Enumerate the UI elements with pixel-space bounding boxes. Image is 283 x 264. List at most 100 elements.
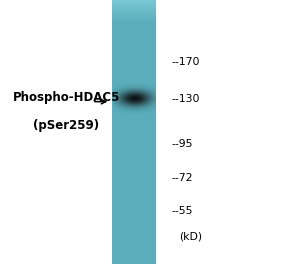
Bar [112, 200, 156, 201]
Bar [112, 72, 156, 73]
Bar [112, 228, 156, 229]
Bar [112, 83, 156, 84]
Bar [112, 249, 156, 250]
Bar [112, 32, 156, 34]
Bar [112, 102, 156, 103]
Bar [112, 116, 156, 117]
Bar [112, 107, 156, 108]
Bar [112, 260, 156, 261]
Bar [112, 206, 156, 207]
Bar [112, 48, 156, 49]
Bar [112, 149, 156, 150]
Bar [112, 145, 156, 146]
Bar [112, 64, 156, 65]
Bar [112, 2, 156, 3]
Bar [112, 59, 156, 60]
Bar [112, 41, 156, 42]
Bar [112, 82, 156, 83]
Bar [112, 113, 156, 114]
Bar [112, 233, 156, 234]
Bar [112, 258, 156, 259]
Bar [112, 230, 156, 232]
Bar [112, 177, 156, 178]
Bar [112, 126, 156, 127]
Bar [112, 70, 156, 71]
Bar [112, 97, 156, 98]
Bar [112, 168, 156, 169]
Bar [112, 148, 156, 149]
Bar [112, 128, 156, 129]
Bar [112, 49, 156, 50]
Bar [112, 158, 156, 159]
Bar [112, 138, 156, 139]
Bar [112, 239, 156, 240]
Bar [112, 56, 156, 57]
Bar [112, 244, 156, 245]
Bar [112, 212, 156, 213]
Bar [112, 222, 156, 223]
Bar [112, 55, 156, 56]
Bar [112, 4, 156, 5]
Bar [112, 21, 156, 22]
Bar [112, 221, 156, 222]
Bar [112, 235, 156, 236]
Bar [112, 150, 156, 151]
Bar [112, 119, 156, 120]
Bar [112, 3, 156, 4]
Bar [112, 121, 156, 122]
Text: Phospho-HDAC5: Phospho-HDAC5 [13, 91, 120, 104]
Bar [112, 182, 156, 183]
Bar [112, 111, 156, 112]
Bar [112, 78, 156, 79]
Bar [112, 51, 156, 52]
Bar [112, 28, 156, 29]
Bar [112, 53, 156, 54]
Bar [112, 242, 156, 243]
Bar [112, 110, 156, 111]
Bar [112, 144, 156, 145]
Bar [112, 10, 156, 11]
Bar [112, 142, 156, 143]
Bar [112, 38, 156, 39]
Bar [112, 26, 156, 27]
Bar [112, 263, 156, 264]
Bar [112, 208, 156, 209]
Bar [112, 164, 156, 166]
Bar [112, 188, 156, 189]
Bar [112, 210, 156, 211]
Bar [112, 198, 156, 199]
Bar [112, 234, 156, 235]
Bar [112, 174, 156, 175]
Bar [112, 217, 156, 218]
Bar [112, 161, 156, 162]
Bar [112, 75, 156, 76]
Text: (pSer259): (pSer259) [33, 119, 100, 132]
Bar [112, 137, 156, 138]
Text: --72: --72 [171, 173, 192, 183]
Bar [112, 131, 156, 132]
Bar [112, 173, 156, 174]
Bar [112, 207, 156, 208]
Bar [112, 76, 156, 77]
Bar [112, 243, 156, 244]
Bar [112, 23, 156, 24]
Bar [112, 197, 156, 198]
Bar [112, 95, 156, 96]
Bar [112, 8, 156, 9]
Bar [112, 69, 156, 70]
Bar [112, 255, 156, 256]
Bar [112, 130, 156, 131]
Bar [112, 61, 156, 62]
Bar [112, 109, 156, 110]
Bar [112, 241, 156, 242]
Bar [112, 225, 156, 226]
Bar [112, 187, 156, 188]
Bar [112, 136, 156, 137]
Bar [112, 27, 156, 28]
Bar [112, 120, 156, 121]
Bar [112, 133, 156, 134]
Bar [112, 14, 156, 15]
Bar [112, 213, 156, 214]
Bar [112, 123, 156, 124]
Bar [112, 37, 156, 38]
